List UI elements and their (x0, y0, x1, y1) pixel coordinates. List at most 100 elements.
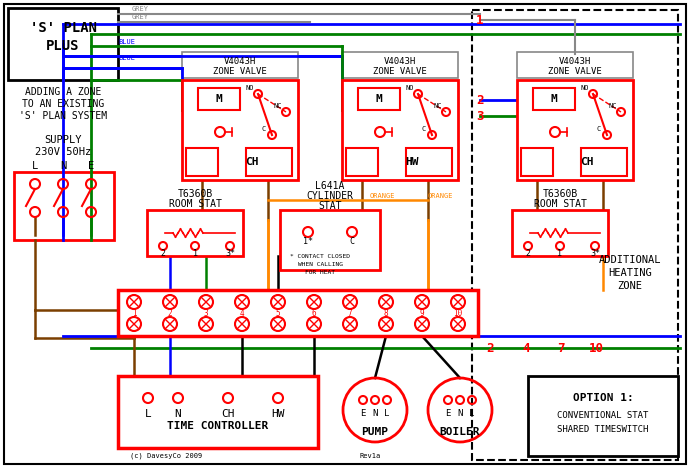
Text: BLUE: BLUE (118, 55, 135, 61)
Text: 2: 2 (526, 249, 531, 258)
Bar (528, 376, 678, 456)
Bar (521, 148, 553, 176)
Text: ZONE VALVE: ZONE VALVE (548, 67, 602, 76)
Text: * CONTACT CLOSED: * CONTACT CLOSED (290, 254, 350, 258)
Text: L: L (145, 409, 151, 419)
Bar (14, 172, 114, 240)
Bar (342, 80, 458, 180)
Text: ORANGE: ORANGE (370, 193, 395, 199)
Text: M: M (551, 94, 558, 104)
Text: 3: 3 (476, 110, 484, 123)
Text: C: C (597, 126, 601, 132)
Text: 8: 8 (384, 308, 388, 317)
Text: NC: NC (274, 103, 282, 109)
Text: ZONE VALVE: ZONE VALVE (373, 67, 427, 76)
Text: C: C (350, 237, 355, 247)
Bar (517, 52, 633, 78)
Bar (512, 210, 608, 256)
Text: CH: CH (580, 157, 594, 167)
Text: 4: 4 (522, 342, 530, 354)
Text: 7: 7 (348, 308, 353, 317)
Text: WHEN CALLING: WHEN CALLING (297, 262, 342, 266)
Text: 1: 1 (558, 249, 562, 258)
Text: FOR HEAT: FOR HEAT (305, 270, 335, 275)
Text: CONVENTIONAL STAT: CONVENTIONAL STAT (558, 411, 649, 421)
Text: CH: CH (221, 409, 235, 419)
Text: 3*: 3* (590, 249, 600, 258)
Bar (186, 148, 218, 176)
Text: E: E (445, 410, 451, 418)
Bar (118, 290, 478, 336)
Text: 1: 1 (193, 249, 197, 258)
Text: N: N (175, 409, 181, 419)
Text: 1: 1 (476, 14, 484, 27)
Bar (118, 376, 318, 448)
Text: 3*: 3* (225, 249, 235, 258)
Text: STAT: STAT (318, 201, 342, 211)
Text: ZONE VALVE: ZONE VALVE (213, 67, 267, 76)
Text: 2: 2 (161, 249, 166, 258)
Text: E: E (88, 161, 94, 171)
Text: V4043H: V4043H (559, 58, 591, 66)
Text: 2: 2 (486, 342, 494, 354)
Text: 5: 5 (276, 308, 280, 317)
Text: 10: 10 (453, 308, 462, 317)
Text: 4: 4 (239, 308, 244, 317)
Text: 2: 2 (168, 308, 172, 317)
Text: N: N (457, 410, 463, 418)
Bar (517, 80, 633, 180)
Text: 3: 3 (204, 308, 208, 317)
Text: 1*: 1* (303, 237, 313, 247)
Text: BOILER: BOILER (440, 427, 480, 437)
Text: ROOM STAT: ROOM STAT (168, 199, 221, 209)
Text: 6: 6 (312, 308, 316, 317)
Text: TIME CONTROLLER: TIME CONTROLLER (168, 421, 268, 431)
Text: ORANGE: ORANGE (428, 193, 453, 199)
Bar (198, 88, 240, 110)
Text: ADDING A ZONE: ADDING A ZONE (25, 87, 101, 97)
Text: C: C (262, 126, 266, 132)
Text: L641A: L641A (315, 181, 345, 191)
Bar (472, 10, 678, 460)
Text: T6360B: T6360B (177, 189, 213, 199)
Text: ROOM STAT: ROOM STAT (533, 199, 586, 209)
Text: GREY: GREY (132, 6, 149, 12)
Bar (147, 210, 243, 256)
Text: TO AN EXISTING: TO AN EXISTING (22, 99, 104, 109)
Text: E: E (360, 410, 366, 418)
Text: NC: NC (434, 103, 442, 109)
Text: 7: 7 (558, 342, 564, 354)
Text: V4043H: V4043H (384, 58, 416, 66)
Text: HW: HW (271, 409, 285, 419)
Text: C: C (422, 126, 426, 132)
Text: 'S' PLAN: 'S' PLAN (30, 21, 97, 35)
Text: N: N (373, 410, 377, 418)
Text: GREY: GREY (132, 14, 149, 20)
Text: PUMP: PUMP (362, 427, 388, 437)
Text: L: L (384, 410, 390, 418)
Text: NO: NO (406, 85, 414, 91)
Text: M: M (375, 94, 382, 104)
Bar (533, 88, 575, 110)
Bar (182, 80, 298, 180)
Text: CYLINDER: CYLINDER (306, 191, 353, 201)
Text: OPTION 1:: OPTION 1: (573, 393, 633, 403)
Text: 9: 9 (420, 308, 424, 317)
Text: T6360B: T6360B (542, 189, 578, 199)
Text: HW: HW (405, 157, 419, 167)
Bar (246, 148, 292, 176)
Bar (8, 8, 118, 80)
Text: 2: 2 (476, 94, 484, 107)
Text: V4043H: V4043H (224, 58, 256, 66)
Text: N: N (60, 161, 66, 171)
Text: SUPPLY: SUPPLY (44, 135, 81, 145)
Text: ZONE: ZONE (618, 281, 642, 291)
Text: NC: NC (609, 103, 618, 109)
Text: NO: NO (581, 85, 589, 91)
Bar (342, 52, 458, 78)
Bar (358, 88, 400, 110)
Text: HEATING: HEATING (608, 268, 652, 278)
Bar (182, 52, 298, 78)
Text: (c) DavesyCo 2009: (c) DavesyCo 2009 (130, 453, 202, 459)
Text: ADDITIONAL: ADDITIONAL (599, 255, 661, 265)
